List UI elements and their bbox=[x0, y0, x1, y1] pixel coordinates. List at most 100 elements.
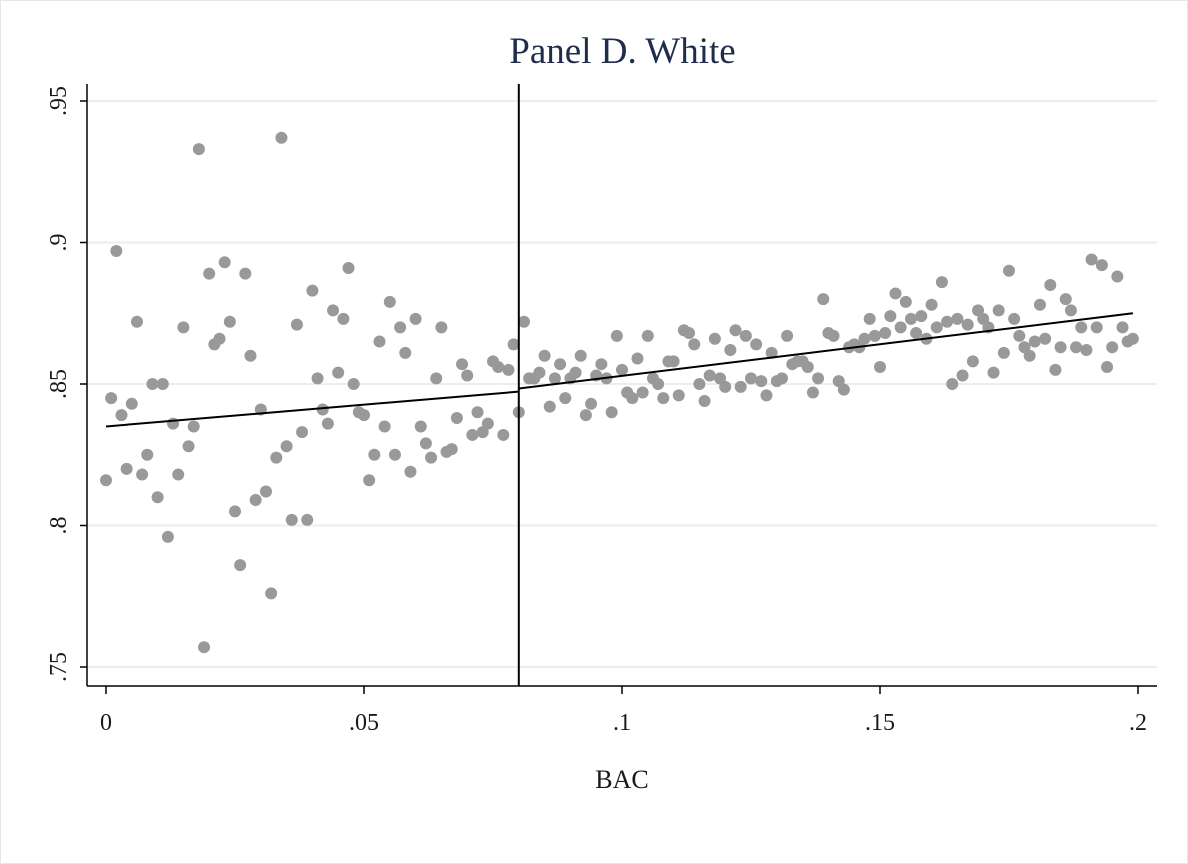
data-point bbox=[760, 389, 773, 402]
data-point bbox=[837, 383, 850, 396]
data-point bbox=[992, 304, 1005, 317]
data-point bbox=[492, 361, 505, 374]
data-point bbox=[388, 448, 401, 461]
x-tick-label: 0 bbox=[100, 710, 112, 736]
data-point bbox=[595, 358, 608, 371]
data-point bbox=[141, 448, 154, 461]
data-point bbox=[874, 361, 886, 374]
data-point bbox=[652, 378, 665, 390]
data-point bbox=[471, 406, 484, 419]
data-point bbox=[450, 411, 463, 424]
data-point bbox=[187, 420, 200, 433]
data-point bbox=[296, 426, 309, 439]
data-point bbox=[1039, 332, 1052, 345]
data-point bbox=[1095, 259, 1108, 272]
data-point bbox=[223, 315, 236, 328]
data-point bbox=[765, 346, 778, 359]
data-point bbox=[337, 312, 350, 325]
data-point bbox=[394, 321, 407, 334]
data-point bbox=[910, 327, 923, 340]
data-point bbox=[951, 312, 964, 325]
data-point bbox=[110, 244, 123, 257]
data-point bbox=[378, 420, 391, 433]
data-point bbox=[868, 329, 881, 342]
data-point bbox=[399, 346, 412, 359]
data-point bbox=[631, 352, 644, 365]
data-point bbox=[409, 312, 422, 325]
data-point bbox=[1064, 304, 1077, 317]
data-point bbox=[244, 349, 257, 362]
data-point bbox=[136, 468, 149, 481]
data-point bbox=[306, 284, 319, 297]
data-point bbox=[801, 361, 814, 374]
data-point bbox=[750, 338, 763, 351]
fit-line bbox=[518, 312, 1133, 390]
data-point bbox=[610, 329, 623, 342]
data-point bbox=[414, 420, 427, 433]
data-point bbox=[941, 315, 954, 328]
data-point bbox=[182, 440, 195, 453]
data-point bbox=[203, 267, 216, 280]
data-point bbox=[1111, 270, 1124, 283]
data-point bbox=[781, 329, 794, 342]
data-point bbox=[1101, 361, 1114, 374]
data-point bbox=[698, 394, 711, 407]
data-point bbox=[812, 372, 825, 385]
y-axis-ticks: .75 .8 .85 .9 .95 bbox=[46, 86, 87, 682]
data-point bbox=[1080, 344, 1093, 357]
fit-lines bbox=[105, 312, 1133, 428]
data-points bbox=[100, 131, 1139, 654]
data-point bbox=[115, 409, 128, 422]
data-point bbox=[548, 372, 561, 385]
data-point bbox=[327, 304, 340, 317]
data-point bbox=[616, 363, 628, 376]
chart-title: Panel D. White bbox=[509, 31, 736, 72]
data-point bbox=[925, 298, 938, 311]
data-point bbox=[672, 389, 685, 402]
data-point bbox=[1070, 341, 1083, 354]
data-point bbox=[456, 358, 469, 371]
x-axis-ticks: 0 .05 .1 .15 .2 bbox=[100, 686, 1147, 736]
data-point bbox=[198, 641, 211, 654]
data-point bbox=[641, 329, 654, 342]
data-point bbox=[311, 372, 324, 385]
data-point bbox=[533, 366, 546, 379]
data-point bbox=[120, 462, 133, 475]
data-point bbox=[167, 417, 180, 430]
data-point bbox=[285, 513, 298, 526]
data-point bbox=[889, 287, 902, 300]
data-point bbox=[1126, 332, 1139, 345]
y-tick-label: .8 bbox=[46, 517, 72, 535]
data-point bbox=[275, 131, 288, 144]
data-point bbox=[435, 321, 448, 334]
y-tick-label: .95 bbox=[46, 86, 72, 116]
data-point bbox=[358, 409, 370, 422]
data-point bbox=[218, 256, 231, 269]
data-point bbox=[899, 295, 912, 308]
data-point bbox=[445, 443, 458, 456]
data-point bbox=[719, 380, 732, 393]
x-axis-label: BAC bbox=[595, 765, 648, 794]
data-point bbox=[935, 276, 948, 289]
data-point bbox=[270, 451, 283, 464]
grid-lines bbox=[88, 100, 1157, 668]
data-point bbox=[177, 321, 190, 334]
data-point bbox=[1003, 264, 1015, 277]
fit-line bbox=[105, 390, 519, 428]
data-point bbox=[130, 315, 143, 328]
x-tick-label: .15 bbox=[865, 710, 895, 736]
data-point bbox=[100, 474, 112, 487]
data-point bbox=[373, 335, 386, 348]
data-point bbox=[321, 417, 334, 430]
data-point bbox=[817, 293, 830, 306]
data-point bbox=[368, 448, 381, 461]
data-point bbox=[430, 372, 443, 385]
data-point bbox=[894, 321, 907, 334]
data-point bbox=[383, 295, 396, 308]
data-point bbox=[146, 378, 159, 390]
data-point bbox=[1059, 293, 1072, 306]
data-point bbox=[192, 143, 205, 156]
data-point bbox=[879, 327, 892, 340]
data-point bbox=[755, 375, 768, 388]
